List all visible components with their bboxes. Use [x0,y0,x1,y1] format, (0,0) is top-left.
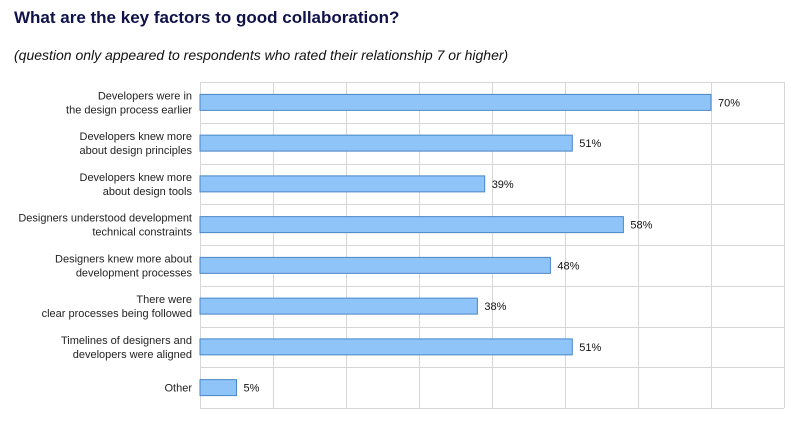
category-label: Designers knew more about development pro… [55,253,192,279]
bar [199,175,486,193]
category-label: Other [164,383,192,395]
category-label: Developers knew more about design tools [80,172,193,198]
category-label-line: Designers understood development [18,213,192,225]
category-label-line: development processes [76,267,193,279]
category-label-line: Developers knew more [80,172,193,184]
value-label: 51% [579,138,601,150]
category-label-line: clear processes being followed [42,308,192,320]
bar [199,216,624,234]
bar [199,338,573,356]
category-label-line: Other [164,383,192,395]
bar [199,93,712,111]
category-label: Designers understood development technica… [18,213,192,239]
bar [199,297,478,315]
category-label-line: There were [136,294,192,306]
category-label: Developers were in the design process ear… [66,90,192,116]
category-label-line: the design process earlier [66,104,192,116]
chart-subtitle: (question only appeared to respondents w… [14,47,509,63]
bar [199,134,573,152]
category-label-line: Developers knew more [80,131,193,143]
category-label-line: about design principles [79,145,192,157]
chart-title: What are the key factors to good collabo… [14,8,400,27]
category-label-line: Timelines of designers and [61,335,192,347]
category-label: Developers knew more about design princip… [79,131,192,157]
value-label: 39% [492,179,514,191]
category-label: Timelines of designers and developers wer… [61,335,192,361]
bar [199,256,551,274]
value-label: 38% [484,301,506,313]
category-label-line: technical constraints [92,227,192,239]
category-label-line: developers were aligned [73,349,192,361]
category-label: There were clear processes being followed [42,294,192,320]
category-label-line: Designers knew more about [55,253,192,265]
value-label: 48% [557,260,579,272]
value-label: 70% [718,97,740,109]
value-label: 58% [630,220,652,232]
category-label-line: Developers were in [98,90,192,102]
bar [199,379,237,397]
value-label: 5% [244,383,260,395]
value-label: 51% [579,342,601,354]
category-label-line: about design tools [103,186,193,198]
